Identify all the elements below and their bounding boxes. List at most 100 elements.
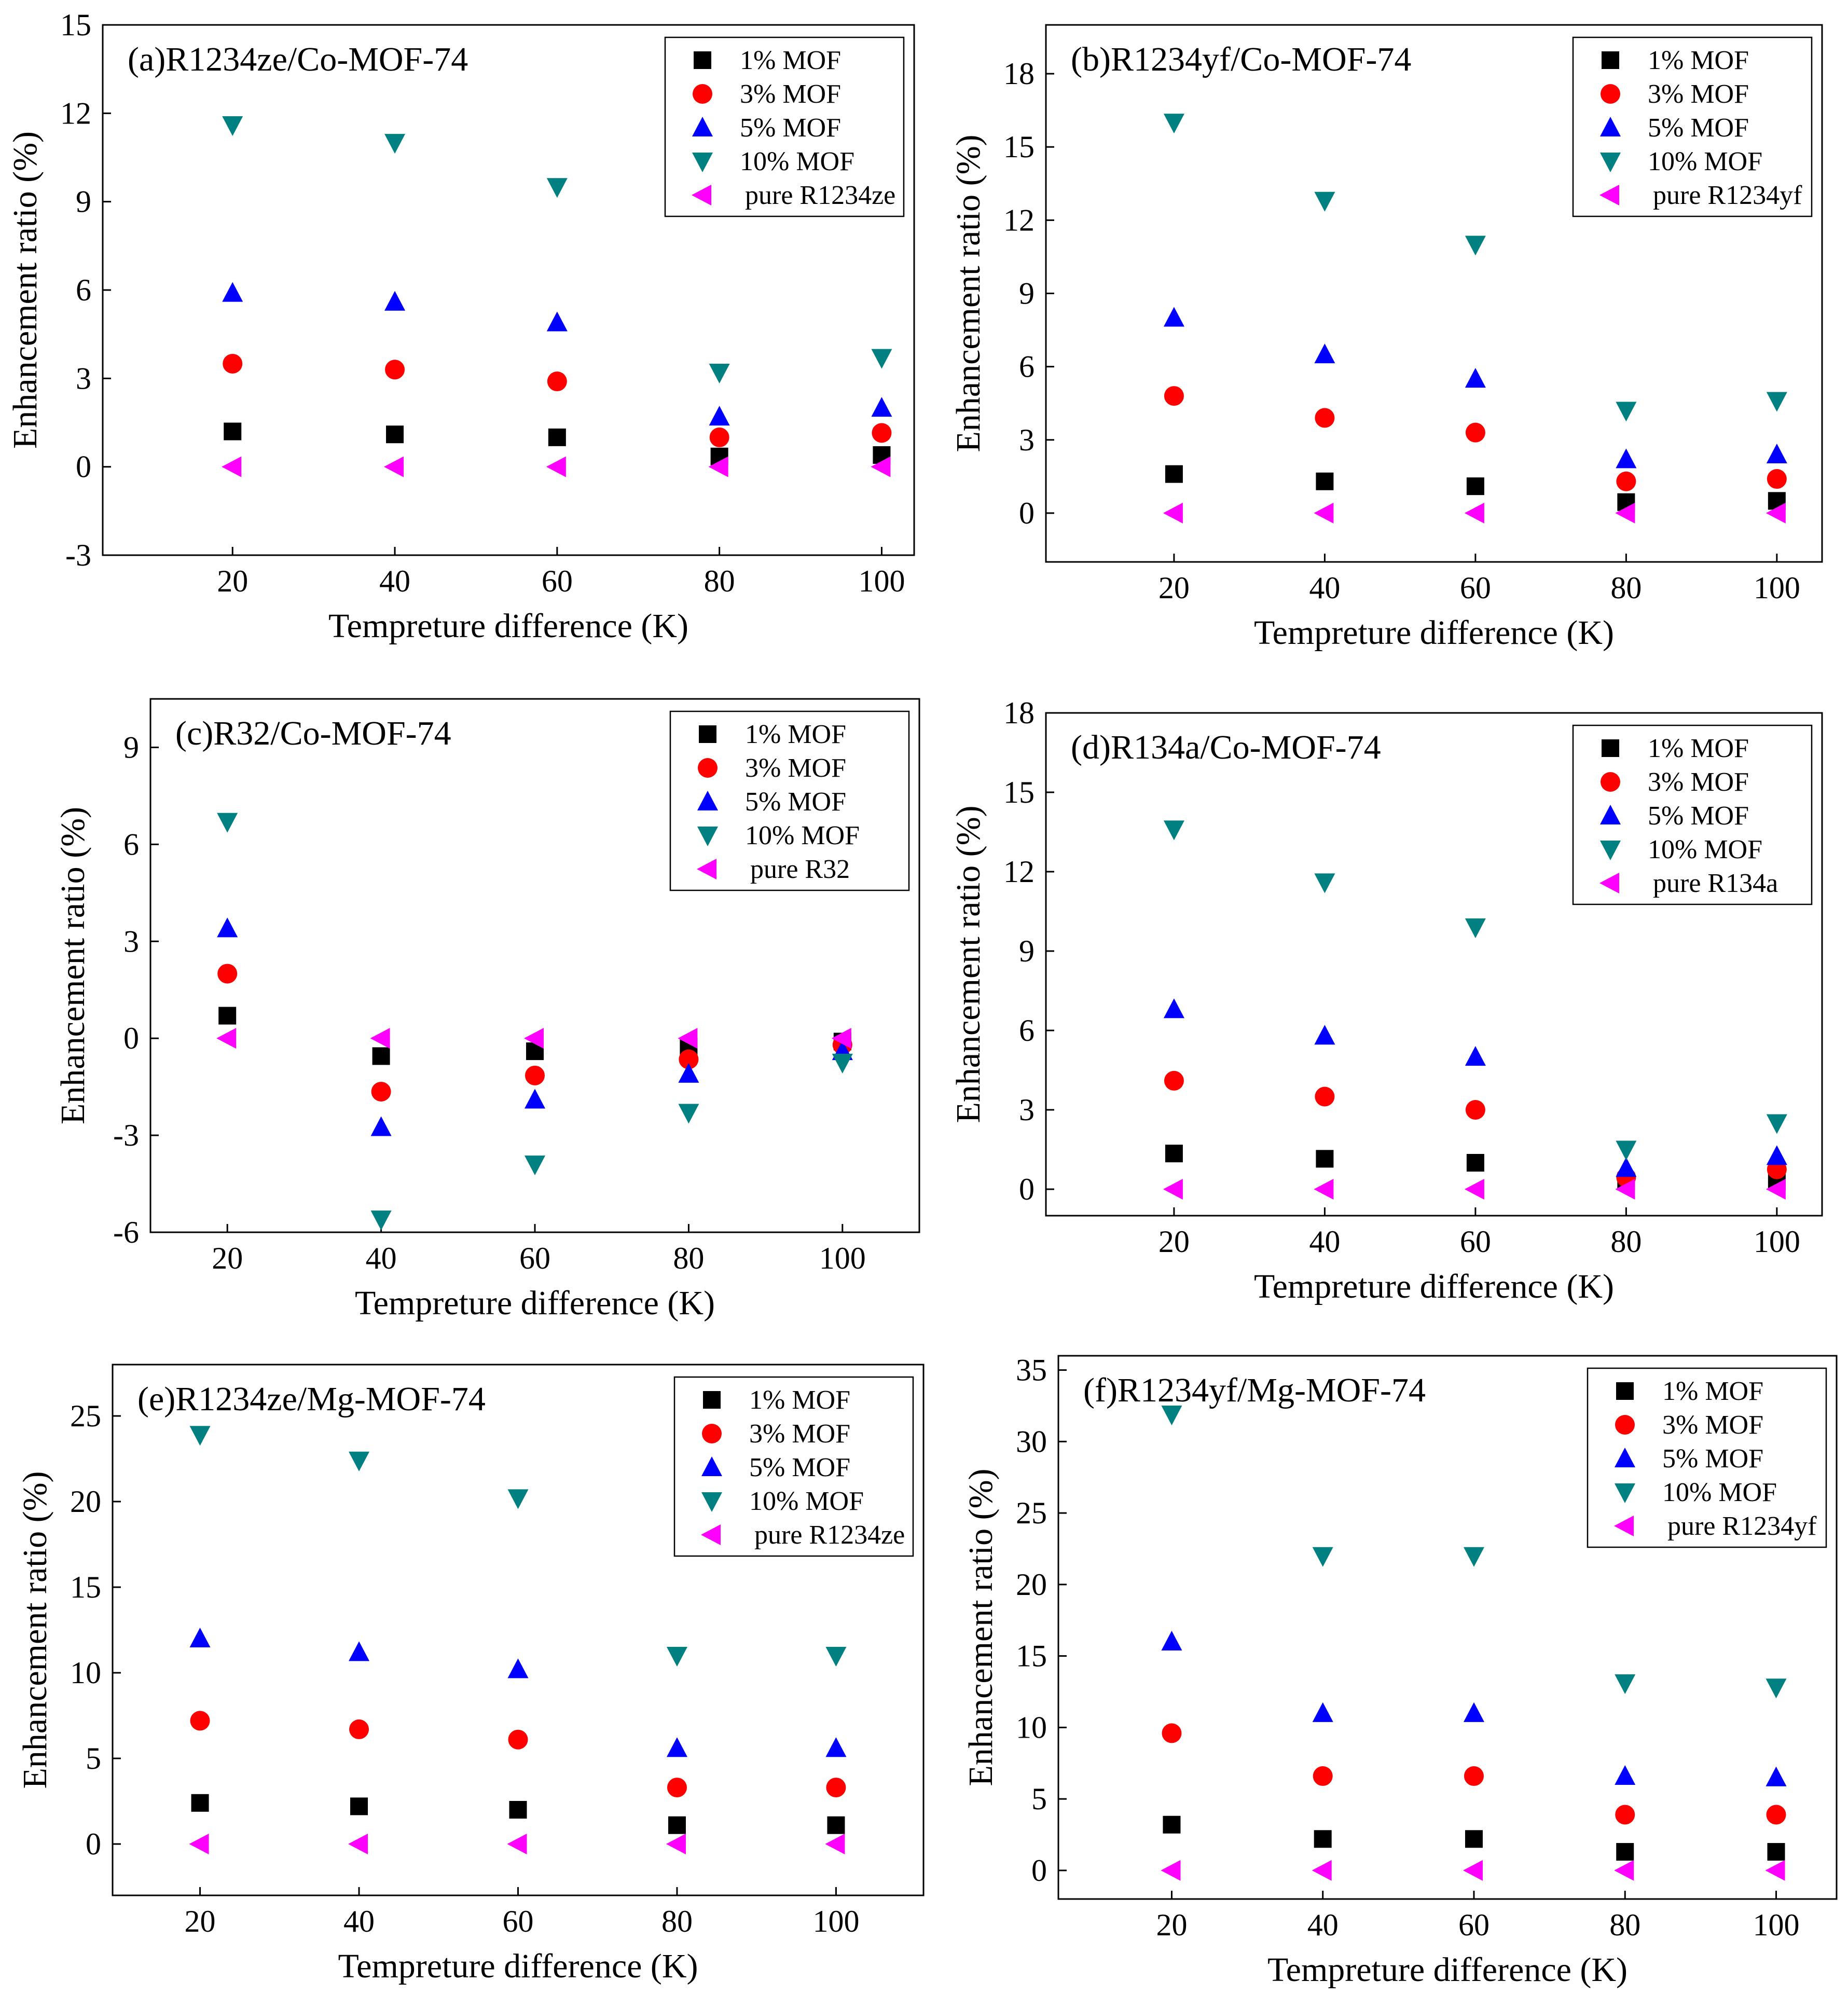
data-point [709,427,729,447]
data-point [1766,1114,1787,1134]
chart-panel-e: 20 40 60 80 100 0 5 10 15 20 25 Tempreture differen… [16,1364,925,1985]
x-axis-label: Tempreture difference (K) [1254,1268,1614,1305]
x-tick-label: 100 [1754,1224,1800,1259]
x-tick-label: 40 [379,564,410,598]
legend-marker-1pct-mof [1616,1382,1634,1400]
series-3pct-mof [1164,386,1787,491]
y-axis-label: Enhancement ratio (%) [949,134,987,452]
data-point [1315,1086,1335,1107]
series-3pct-mof [1162,1723,1786,1825]
y-tick-label: 3 [123,924,139,958]
data-point [1616,448,1637,469]
x-tick-label: 100 [819,1241,866,1275]
legend-label-3pct-mof: 3% MOF [1648,79,1749,109]
series-pure-r1234yf [1163,502,1786,524]
series-5pct-mof [222,282,892,426]
data-point [370,1028,390,1049]
chart-title: (d)R134a/Co-MOF-74 [1071,728,1381,766]
series-5pct-mof [1161,1631,1787,1786]
y-tick-label: 15 [1003,130,1035,164]
data-point [370,1116,392,1136]
legend-marker-5pct-mof [1600,117,1621,136]
x-tick-label: 60 [1460,1224,1491,1259]
data-point [548,428,566,446]
data-point [1315,408,1335,428]
legend-marker-10pct-mof [697,827,718,846]
data-point [1615,1674,1636,1694]
legend-marker-pure-r1234yf [1614,1516,1634,1536]
data-point [1163,998,1184,1019]
data-point [524,1028,544,1049]
data-point [217,813,238,833]
data-point [1312,1702,1333,1722]
x-tick-label: 100 [812,1904,859,1938]
x-axis-label: Tempreture difference (K) [355,1284,715,1322]
data-point [547,372,567,392]
legend-label-10pct-mof: 10% MOF [1662,1478,1777,1507]
y-tick-label: 12 [1003,203,1035,237]
chart-panel-b: 20 40 60 80 100 0 3 6 9 12 15 18 Tempreture differen… [949,24,1823,652]
x-tick-label: 20 [1159,571,1190,605]
y-tick-label: 12 [60,96,91,130]
data-point [191,1794,209,1812]
chart-title: (c)R32/Co-MOF-74 [175,714,451,752]
legend-label-pure-r1234ze: pure R1234ze [745,181,895,210]
y-tick-label: 20 [1016,1567,1047,1602]
series-1pct-mof [1165,465,1786,511]
data-point [1767,469,1787,489]
data-point [1616,402,1637,422]
legend: 1% MOF 3% MOF 5% MOF 10% MOF pure R1234yf [1572,36,1813,217]
data-point [1463,1860,1483,1881]
series-1pct-mof [224,422,891,465]
series-10pct-mof [1163,114,1787,422]
data-point [222,282,243,302]
data-point [1465,1830,1483,1848]
data-point [1466,1154,1484,1172]
x-tick-label: 40 [1307,1908,1339,1942]
data-point [872,423,892,443]
series-3pct-mof [190,1711,846,1798]
data-point [831,1028,851,1049]
x-tick-label: 80 [661,1904,693,1938]
legend-marker-pure-r1234ze [701,1524,721,1545]
x-tick-label: 20 [217,564,248,598]
series-5pct-mof [1163,307,1787,469]
y-axis-label: Enhancement ratio (%) [54,807,92,1124]
legend-marker-3pct-mof [702,1424,722,1443]
series-10pct-mof [189,1426,847,1667]
chart-title: (e)R1234ze/Mg-MOF-74 [137,1380,486,1418]
y-axis-label: Enhancement ratio (%) [962,1468,1000,1786]
data-point [1163,1179,1183,1200]
data-point [384,134,406,154]
chart-panel-c: 20 40 60 80 100 -6 -3 0 3 6 9 Tempreture difference… [54,698,920,1322]
legend-marker-5pct-mof [697,791,718,810]
data-point [189,1426,211,1446]
data-point [709,406,730,426]
chart-panel-a: 20 40 60 80 100 -3 0 3 6 9 12 15 Tempreture differen… [6,8,915,645]
data-point [1614,1860,1634,1881]
legend-label-1pct-mof: 1% MOF [745,720,846,749]
data-point [1164,386,1184,406]
data-point [1464,502,1484,524]
data-point [1615,1179,1635,1200]
data-point [349,1719,369,1739]
data-point [370,1210,392,1231]
legend-marker-pure-r32 [697,859,716,879]
y-tick-label: 15 [60,8,91,42]
x-axis-label: Tempreture difference (K) [1254,614,1614,652]
legend-marker-1pct-mof [703,1391,721,1409]
y-tick-label: 3 [1019,423,1035,457]
data-point [507,1489,529,1509]
legend-label-3pct-mof: 3% MOF [740,79,841,109]
data-point [668,1816,686,1834]
x-axis-label: Tempreture difference (K) [328,607,688,645]
y-tick-label: 20 [70,1484,101,1519]
x-tick-label: 40 [343,1904,375,1938]
data-point [709,363,730,383]
x-tick-label: 80 [704,564,735,598]
data-point [217,917,238,938]
data-point [1165,1145,1183,1163]
data-point [1766,1805,1786,1825]
data-point [678,1063,699,1083]
legend-label-5pct-mof: 5% MOF [1648,113,1749,143]
